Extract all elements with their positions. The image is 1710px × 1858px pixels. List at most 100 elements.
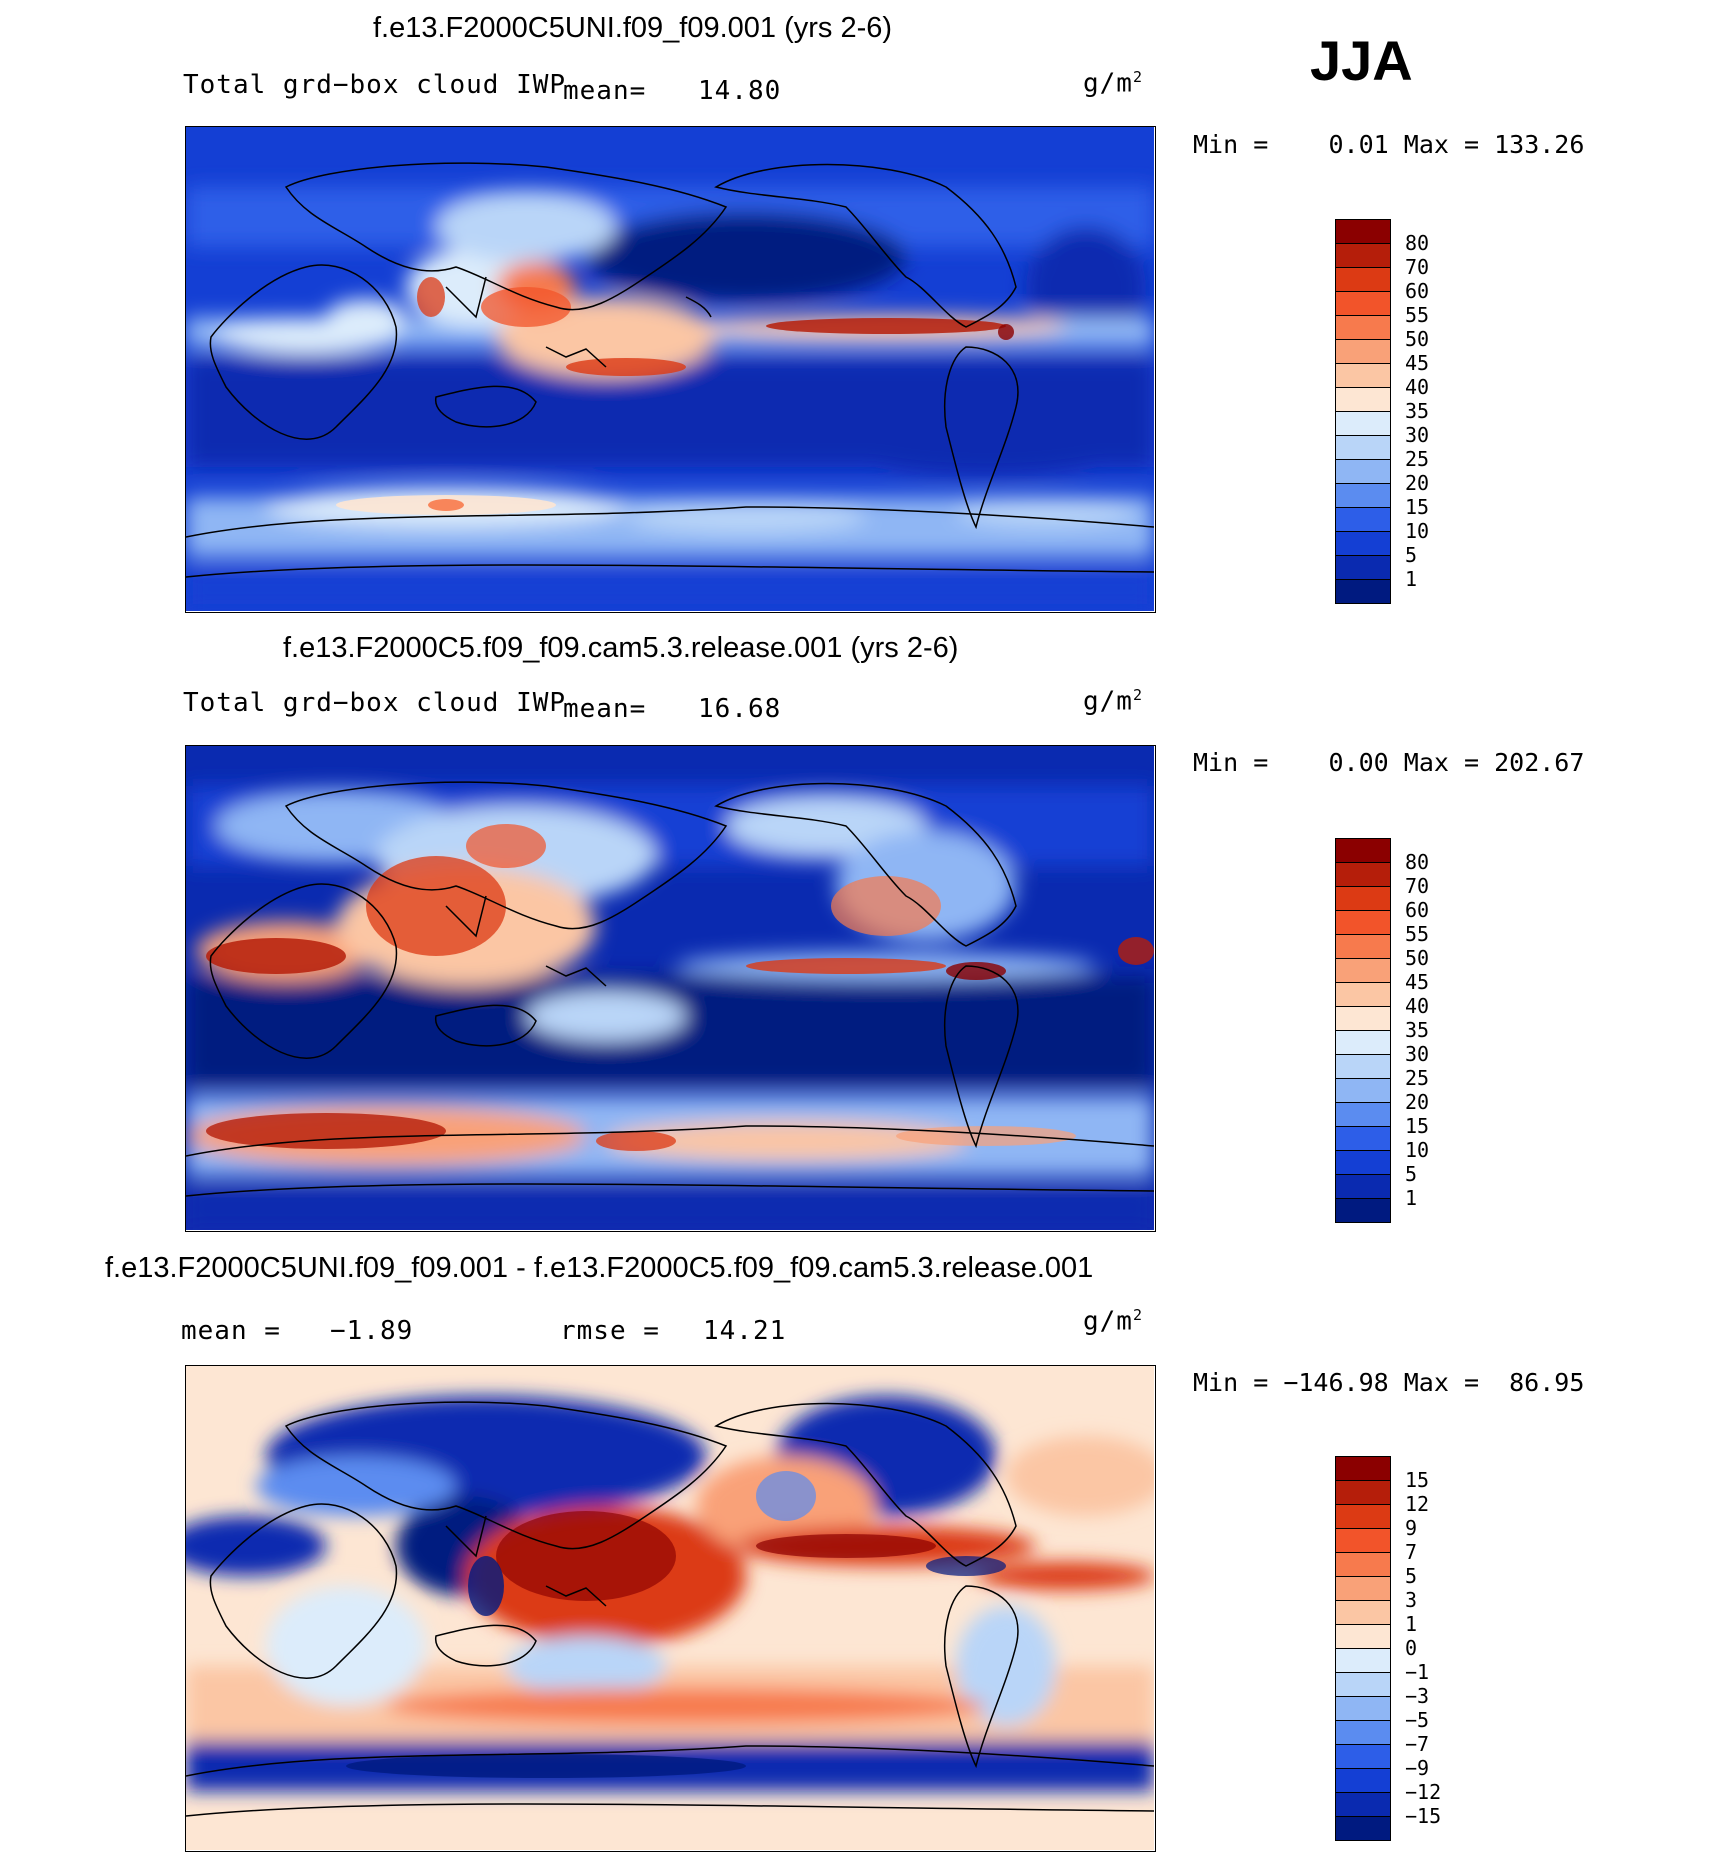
- colorbar-tick-label: −3: [1405, 1684, 1430, 1708]
- colorbar-swatch: [1335, 315, 1391, 340]
- mean-value: 14.80: [698, 76, 782, 106]
- colorbar-swatch: [1335, 435, 1391, 460]
- colorbar-swatch: [1335, 507, 1391, 532]
- colorbar-tick-label: −9: [1405, 1756, 1430, 1780]
- colorbar-swatch: [1335, 1600, 1391, 1625]
- colorbar-swatch: [1335, 363, 1391, 388]
- colorbar-swatch: [1335, 1624, 1391, 1649]
- map-svg: [186, 127, 1154, 611]
- colorbar-tick-label: 10: [1405, 1138, 1430, 1162]
- colorbar-tick-label: 0: [1405, 1636, 1418, 1660]
- mean-label: mean=: [563, 76, 647, 106]
- panel-title: f.e13.F2000C5UNI.f09_f09.001 - f.e13.F20…: [105, 1252, 1094, 1284]
- colorbar-tick-label: 60: [1405, 898, 1430, 922]
- colorbar-swatch: [1335, 1030, 1391, 1055]
- colorbar-swatch: [1335, 1456, 1391, 1481]
- mean-value: −1.89: [330, 1316, 414, 1346]
- colorbar-tick-label: 55: [1405, 303, 1430, 327]
- colorbar-tick-label: 3: [1405, 1588, 1418, 1612]
- colorbar-tick-label: 20: [1405, 1090, 1430, 1114]
- colorbar-swatch: [1335, 1696, 1391, 1721]
- mean-label: mean =: [181, 1316, 281, 1346]
- field-shapes: [186, 187, 1154, 611]
- min-max-readout: Min = 0.00 Max = 202.67: [1193, 748, 1585, 777]
- colorbar-tick-label: 35: [1405, 1018, 1430, 1042]
- colorbar-tick-label: 40: [1405, 994, 1430, 1018]
- colorbar-tick-label: 40: [1405, 375, 1430, 399]
- colorbar-tick-label: 50: [1405, 946, 1430, 970]
- colorbar-swatch: [1335, 483, 1391, 508]
- colorbar-swatch: [1335, 387, 1391, 412]
- colorbar-tick-label: 7: [1405, 1540, 1418, 1564]
- mean-value: 16.68: [698, 694, 782, 724]
- colorbar-swatch: [1335, 1576, 1391, 1601]
- colorbar-swatch: [1335, 1504, 1391, 1529]
- colorbar-swatch: [1335, 1720, 1391, 1745]
- colorbar-swatch: [1335, 1816, 1391, 1841]
- colorbar-tick-label: 60: [1405, 279, 1430, 303]
- colorbar-tick-label: 15: [1405, 495, 1430, 519]
- units-label: g/m2: [1083, 686, 1143, 717]
- colorbar-swatch: [1335, 910, 1391, 935]
- heatmap-map: [185, 745, 1156, 1232]
- min-max-readout: Min = 0.01 Max = 133.26: [1193, 130, 1585, 159]
- colorbar-swatch: [1335, 1648, 1391, 1673]
- colorbar-swatch: [1335, 1528, 1391, 1553]
- colorbar-swatch: [1335, 411, 1391, 436]
- colorbar-swatch: [1335, 982, 1391, 1007]
- field-shapes: [186, 1396, 1154, 1791]
- coastlines: [186, 1401, 1154, 1817]
- mean-label: mean=: [563, 694, 647, 724]
- heatmap-map: [185, 126, 1156, 613]
- colorbar-tick-label: −15: [1405, 1804, 1442, 1828]
- colorbar-tick-label: 45: [1405, 351, 1430, 375]
- variable-label: Total grd−box cloud IWP: [183, 688, 567, 718]
- colorbar-swatch: [1335, 1552, 1391, 1577]
- colorbar-tick-label: 30: [1405, 423, 1430, 447]
- colorbar-tick-label: −7: [1405, 1732, 1430, 1756]
- colorbar-tick-label: −12: [1405, 1780, 1442, 1804]
- colorbar-tick-label: 30: [1405, 1042, 1430, 1066]
- colorbar-swatch: [1335, 219, 1391, 244]
- colorbar-tick-label: 35: [1405, 399, 1430, 423]
- colorbar-swatch: [1335, 531, 1391, 556]
- colorbar-swatch: [1335, 243, 1391, 268]
- panel-title: f.e13.F2000C5.f09_f09.cam5.3.release.001…: [283, 632, 959, 664]
- colorbar-swatch: [1335, 555, 1391, 580]
- colorbar-swatch: [1335, 1054, 1391, 1079]
- field-highlights: [336, 277, 1014, 515]
- colorbar-swatch: [1335, 1672, 1391, 1697]
- colorbar-tick-label: 5: [1405, 1162, 1418, 1186]
- colorbar-tick-label: 20: [1405, 471, 1430, 495]
- colorbar-tick-label: 1: [1405, 567, 1418, 591]
- variable-label: Total grd−box cloud IWP: [183, 70, 567, 100]
- colorbar-tick-label: −5: [1405, 1708, 1430, 1732]
- colorbar-swatch: [1335, 862, 1391, 887]
- colorbar-tick-label: 45: [1405, 970, 1430, 994]
- coastlines: [186, 781, 1154, 1197]
- colorbar-tick-label: −1: [1405, 1660, 1430, 1684]
- units-label: g/m2: [1083, 68, 1143, 99]
- colorbar-swatch: [1335, 1126, 1391, 1151]
- colorbar-tick-label: 15: [1405, 1468, 1430, 1492]
- heatmap-map: [185, 1365, 1156, 1852]
- field-shapes: [186, 786, 1154, 1230]
- colorbar-tick-label: 25: [1405, 447, 1430, 471]
- colorbar-swatch: [1335, 1078, 1391, 1103]
- season-label: JJA: [1310, 29, 1413, 92]
- colorbar: 80 70 60 55 50 45 40 35 30 25 20 15 10 5 1: [1335, 838, 1429, 1223]
- colorbar-tick-label: 70: [1405, 874, 1430, 898]
- colorbar: 80 70 60 55 50 45 40 35 30 25 20 15 10 5 1: [1335, 219, 1429, 604]
- map-svg: [186, 746, 1154, 1230]
- colorbar-swatch: [1335, 1006, 1391, 1031]
- field-highlights: [206, 824, 1154, 1151]
- colorbar-tick-label: 1: [1405, 1612, 1418, 1636]
- colorbar-swatch: [1335, 267, 1391, 292]
- colorbar-swatch: [1335, 1174, 1391, 1199]
- colorbar-swatch: [1335, 958, 1391, 983]
- colorbar-tick-label: 1: [1405, 1186, 1418, 1210]
- field-highlights: [346, 1471, 1006, 1778]
- colorbar-swatch: [1335, 1102, 1391, 1127]
- colorbar-swatch: [1335, 1768, 1391, 1793]
- colorbar-swatch: [1335, 1480, 1391, 1505]
